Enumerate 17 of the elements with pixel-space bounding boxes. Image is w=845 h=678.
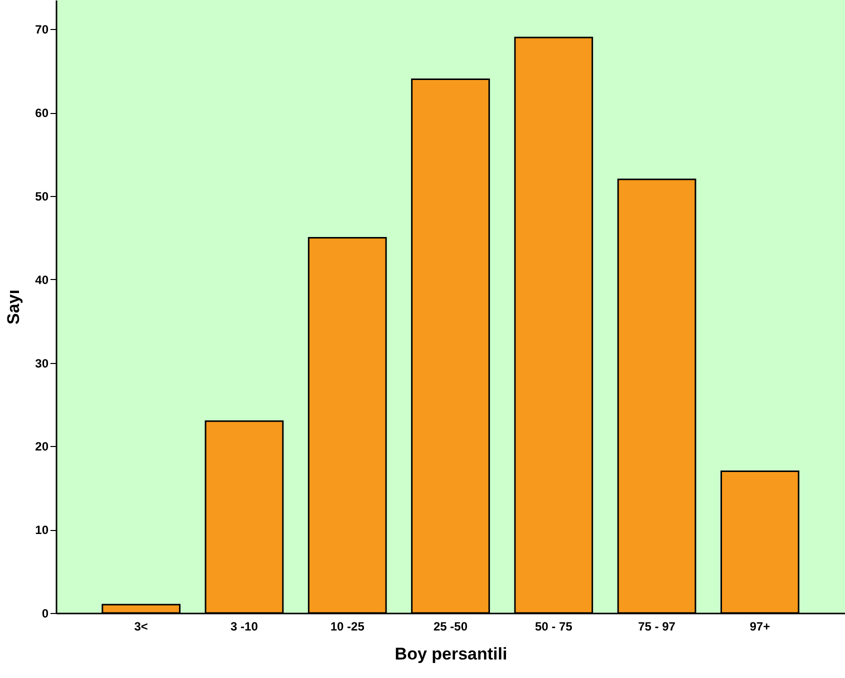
y-tick-label: 10 bbox=[35, 523, 49, 538]
x-tick-label: 75 - 97 bbox=[638, 620, 676, 634]
x-tick-label: 50 - 75 bbox=[534, 620, 573, 634]
y-tick-label: 70 bbox=[35, 22, 49, 37]
x-tick-label: 97+ bbox=[750, 620, 770, 634]
x-tick-label: 3 -10 bbox=[230, 620, 258, 634]
x-axis-title: Boy persantili bbox=[394, 644, 508, 664]
y-axis-title: Sayı bbox=[4, 290, 24, 324]
x-tick-label: 10 -25 bbox=[330, 620, 365, 634]
y-tick-label: 40 bbox=[35, 272, 49, 287]
x-tick-label: 25 -50 bbox=[433, 620, 468, 634]
y-tick-label: 60 bbox=[35, 106, 49, 120]
y-tick-label: 50 bbox=[35, 189, 49, 204]
x-tick-label: 3< bbox=[134, 620, 148, 634]
y-tick-label: 20 bbox=[35, 440, 49, 454]
y-tick-label: 30 bbox=[35, 356, 49, 370]
y-tick-label: 0 bbox=[42, 606, 49, 620]
